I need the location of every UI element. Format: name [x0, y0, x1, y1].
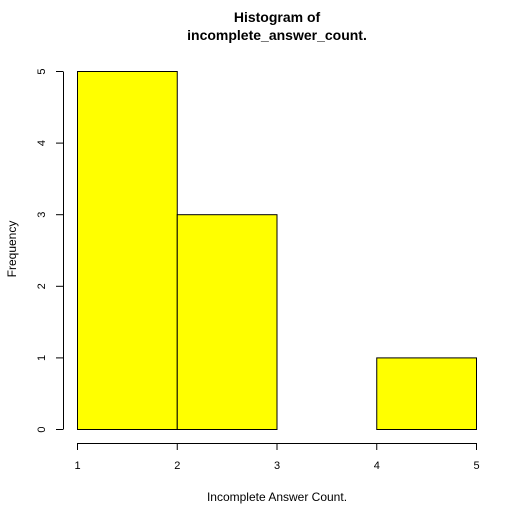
histogram-bars — [77, 71, 477, 430]
x-axis-label: Incomplete Answer Count. — [207, 490, 347, 504]
y-axis-label: Frequency — [5, 221, 19, 278]
histogram-bar-1 — [77, 71, 178, 430]
histogram-bar-2 — [176, 214, 278, 430]
x-tick-label: 5 — [473, 460, 479, 472]
x-tick-label: 1 — [74, 460, 80, 472]
x-tick-label: 4 — [374, 460, 380, 472]
y-tick-label: 2 — [36, 283, 48, 289]
chart-title-line-2: incomplete_answer_count. — [187, 27, 367, 43]
y-tick-label: 0 — [36, 426, 48, 432]
x-tick-label: 2 — [174, 460, 180, 472]
y-tick-label: 5 — [36, 68, 48, 74]
x-axis: 1 2 3 4 5 — [74, 443, 480, 472]
y-tick-label: 3 — [36, 212, 48, 218]
y-axis: 0 1 2 3 4 5 — [36, 68, 64, 433]
x-tick-label: 3 — [274, 460, 280, 472]
y-tick-label: 4 — [36, 140, 48, 146]
chart-title-line-1: Histogram of — [234, 9, 321, 25]
y-tick-label: 1 — [36, 355, 48, 361]
histogram-bar-4 — [376, 357, 477, 430]
